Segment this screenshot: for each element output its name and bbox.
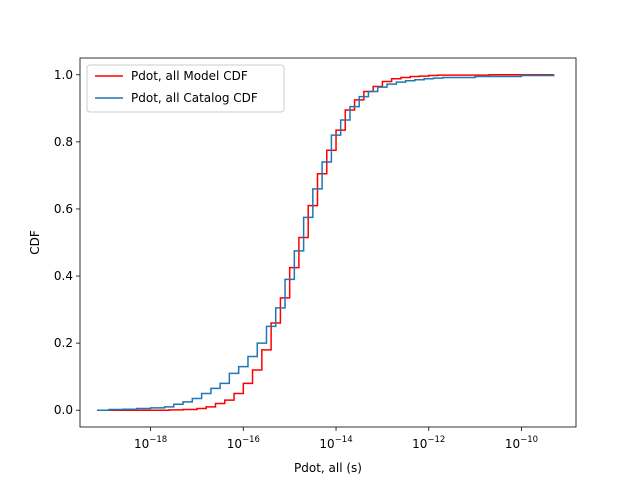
y-tick-label-1: 0.2	[54, 336, 73, 350]
x-tick-label-1: 10−16	[227, 435, 260, 451]
y-tick-label-2: 0.4	[54, 269, 73, 283]
x-tick-label-2: 10−14	[319, 435, 352, 451]
y-tick-label-5: 1.0	[54, 68, 73, 82]
legend-label-0: Pdot, all Model CDF	[131, 69, 248, 83]
legend-box	[86, 64, 285, 113]
series-line-1	[97, 74, 555, 411]
plot-frame	[79, 57, 577, 428]
x-tick-label-3: 10−12	[412, 435, 445, 451]
x-axis-label: Pdot, all (s)	[294, 461, 362, 475]
legend: Pdot, all Model CDF Pdot, all Catalog CDF	[86, 64, 285, 113]
y-tick-label-3: 0.6	[54, 202, 73, 216]
series-layer	[97, 74, 555, 411]
x-tick-label-0: 10−18	[134, 435, 167, 451]
x-tick-label-4: 10−10	[505, 435, 538, 451]
series-line-0	[97, 74, 554, 411]
y-tick-label-0: 0.0	[54, 403, 73, 417]
y-axis-label: CDF	[28, 230, 42, 255]
legend-label-1: Pdot, all Catalog CDF	[131, 91, 258, 105]
y-tick-label-4: 0.8	[54, 135, 73, 149]
ticks-layer: 10−18 10−16 10−14 10−12 10−10 0.0 0.2 0.4 0.6 0.8…	[54, 68, 538, 451]
